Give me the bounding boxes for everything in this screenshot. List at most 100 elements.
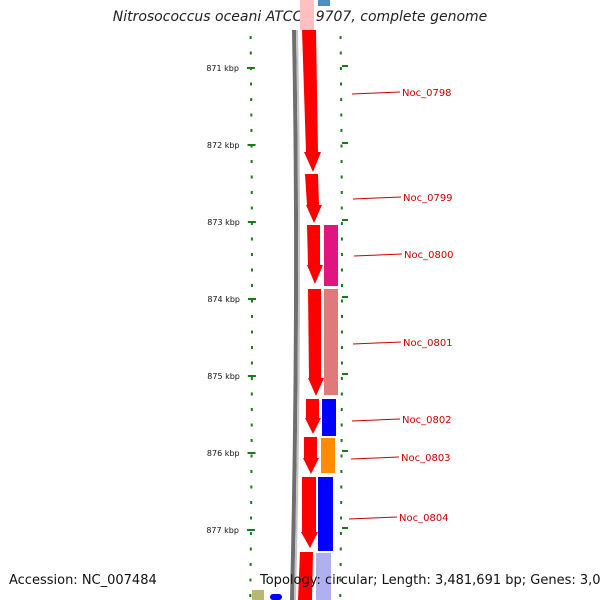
- guide-dot: [251, 238, 253, 241]
- bottom-fragment-olive: [252, 590, 264, 600]
- guide-dot: [341, 284, 343, 287]
- guide-dot: [250, 563, 252, 566]
- guide-dot: [341, 253, 343, 256]
- gene-label[interactable]: Noc_0802: [402, 415, 452, 426]
- guide-dot: [251, 207, 253, 210]
- guide-dot: [341, 346, 343, 349]
- guide-dot: [340, 36, 342, 39]
- guide-dot: [250, 98, 252, 101]
- guide-dot: [341, 207, 343, 210]
- guide-dot: [251, 253, 253, 256]
- guide-dot: [250, 129, 252, 132]
- feature-noc-0804-blue: [318, 477, 333, 551]
- guide-dot: [249, 594, 251, 597]
- axis-tick-label: 873 kbp: [207, 218, 240, 227]
- guide-dot: [251, 176, 253, 179]
- guide-dot: [341, 238, 343, 241]
- guide-dot: [341, 455, 343, 458]
- guide-dot: [251, 315, 253, 318]
- gene-label-leader: [354, 254, 402, 256]
- gene-label-leader: [351, 457, 399, 459]
- guide-dot: [340, 517, 342, 520]
- cds-arrow-noc-0803: [303, 437, 319, 474]
- guide-dot: [340, 470, 342, 473]
- guide-dot: [339, 594, 341, 597]
- guide-dot: [251, 331, 253, 334]
- feature-noc-0803-orange: [321, 438, 335, 473]
- cds-arrow-noc-0802: [305, 399, 321, 434]
- guide-dot: [340, 563, 342, 566]
- gene-label[interactable]: Noc_0803: [401, 453, 451, 464]
- guide-dot: [251, 393, 253, 396]
- right-guide-dots: [339, 36, 343, 597]
- guide-dot: [250, 114, 252, 117]
- guide-dot: [251, 455, 253, 458]
- guide-dot: [250, 532, 252, 535]
- guide-dot: [341, 191, 343, 194]
- guide-dot: [341, 315, 343, 318]
- guide-dot: [249, 579, 251, 582]
- gene-label-leader: [349, 517, 397, 519]
- guide-dot: [341, 424, 343, 427]
- guide-dot: [341, 145, 343, 148]
- gene-label-leader: [353, 342, 401, 344]
- feature-noc-0802-blue: [322, 399, 336, 436]
- gene-labels: Noc_0798 Noc_0799 Noc_0800 Noc_0801 Noc_0802…: [349, 88, 454, 524]
- guide-dot: [250, 548, 252, 551]
- guide-dot: [250, 517, 252, 520]
- genome-summary-text: Topology: circular; Length: 3,481,691 bp…: [260, 573, 600, 588]
- guide-dot: [250, 501, 252, 504]
- guide-dot: [251, 362, 253, 365]
- guide-dot: [341, 176, 343, 179]
- cds-fragment-top: [300, 0, 314, 30]
- genome-backbone: [292, 30, 296, 600]
- axis-tick-label: 874 kbp: [207, 295, 240, 304]
- guide-dot: [340, 129, 342, 132]
- guide-dot: [251, 191, 253, 194]
- guide-dot: [251, 439, 253, 442]
- guide-dot: [341, 439, 343, 442]
- axis-tick-label: 872 kbp: [207, 141, 240, 150]
- axis-tick-label: 876 kbp: [207, 449, 240, 458]
- accession-text: Accession: NC_007484: [9, 573, 157, 588]
- gene-label[interactable]: Noc_0804: [399, 513, 449, 524]
- guide-dot: [340, 548, 342, 551]
- cds-arrow-noc-0800: [307, 225, 323, 284]
- guide-dot: [251, 346, 253, 349]
- genome-map: 871 kbp 872 kbp 873 kbp 874 kbp 875 kbp 876 k…: [0, 0, 600, 600]
- guide-dot: [251, 377, 253, 380]
- axis-tick-label: 875 kbp: [207, 372, 240, 381]
- guide-dot: [251, 160, 253, 163]
- cds-fragment-top-blue: [318, 0, 330, 6]
- feature-noc-0801-salmon: [324, 289, 338, 395]
- cds-arrow-noc-0798: [302, 30, 321, 172]
- cds-arrow-noc-0799: [305, 174, 322, 223]
- gene-label[interactable]: Noc_0801: [403, 338, 453, 349]
- gene-label-leader: [352, 92, 400, 94]
- guide-dot: [251, 424, 253, 427]
- guide-dot: [340, 486, 342, 489]
- guide-dot: [251, 269, 253, 272]
- gene-label-leader: [353, 197, 401, 199]
- guide-dot: [341, 393, 343, 396]
- guide-dot: [341, 300, 343, 303]
- cds-arrow-noc-0801: [308, 289, 324, 396]
- left-guide-dots: [249, 36, 253, 597]
- guide-dot: [340, 67, 342, 70]
- guide-dot: [341, 377, 343, 380]
- guide-dot: [250, 52, 252, 55]
- guide-dot: [251, 408, 253, 411]
- guide-dot: [341, 269, 343, 272]
- guide-dot: [341, 362, 343, 365]
- bottom-fragment-blue: [270, 594, 282, 600]
- gene-label[interactable]: Noc_0799: [403, 193, 453, 204]
- axis-tick-label: 871 kbp: [206, 64, 239, 73]
- gene-label[interactable]: Noc_0800: [404, 250, 454, 261]
- guide-dot: [340, 83, 342, 86]
- guide-dot: [340, 98, 342, 101]
- guide-dot: [250, 83, 252, 86]
- guide-dot: [250, 36, 252, 39]
- gene-label[interactable]: Noc_0798: [402, 88, 452, 99]
- cds-arrow-noc-0804: [301, 477, 318, 548]
- guide-dot: [341, 331, 343, 334]
